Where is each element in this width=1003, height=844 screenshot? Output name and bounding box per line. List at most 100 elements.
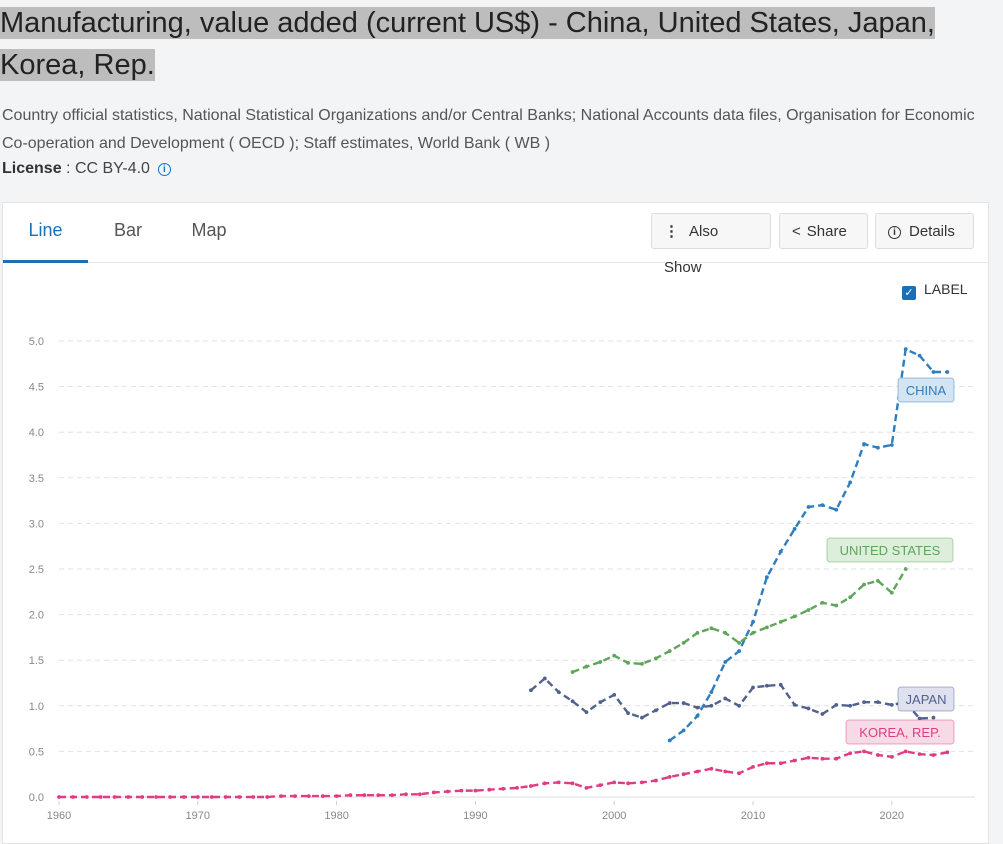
- data-point: [820, 712, 825, 716]
- y-tick-label: 1.5: [29, 655, 44, 667]
- data-point: [820, 600, 825, 605]
- data-point: [723, 769, 728, 774]
- data-point: [917, 752, 922, 757]
- data-point: [501, 786, 506, 791]
- data-point: [764, 575, 769, 580]
- data-point: [806, 755, 811, 760]
- data-point: [320, 794, 325, 798]
- data-point: [667, 701, 672, 705]
- series-label: CHINA: [906, 383, 947, 398]
- data-point: [778, 619, 783, 624]
- info-icon[interactable]: i: [157, 163, 171, 176]
- data-point: [764, 761, 769, 766]
- also-show-button[interactable]: ⋮ Also Show: [651, 213, 771, 276]
- data-point: [751, 619, 755, 624]
- data-point: [168, 795, 172, 799]
- data-point: [640, 661, 644, 666]
- data-point: [834, 603, 839, 608]
- data-point: [792, 614, 797, 619]
- y-tick-label: 0.5: [29, 746, 44, 758]
- tab-line[interactable]: Line: [3, 203, 88, 263]
- data-point: [862, 442, 866, 446]
- data-point: [848, 703, 853, 708]
- data-point: [84, 795, 89, 799]
- data-point: [848, 480, 853, 485]
- data-point: [584, 710, 589, 715]
- y-tick-label: 4.0: [29, 427, 44, 439]
- data-point: [903, 749, 908, 754]
- data-point: [529, 784, 533, 788]
- data-point: [806, 505, 811, 509]
- data-point: [876, 445, 880, 450]
- data-point: [126, 795, 131, 799]
- data-point: [778, 682, 783, 687]
- data-point: [293, 794, 297, 798]
- series-label: UNITED STATES: [840, 543, 941, 558]
- x-tick-label: 2020: [880, 810, 904, 822]
- data-point: [279, 794, 283, 798]
- y-tick-label: 4.5: [29, 382, 44, 394]
- data-point: [792, 526, 797, 531]
- label-checkbox-text: LABEL: [924, 281, 968, 297]
- x-tick-label: 2000: [602, 810, 626, 822]
- data-point: [70, 795, 75, 799]
- tab-bar[interactable]: Bar: [113, 220, 142, 240]
- series-label-box: [897, 377, 955, 403]
- data-point: [140, 795, 145, 799]
- data-point: [195, 795, 200, 799]
- data-point: [806, 608, 811, 612]
- data-point: [709, 626, 714, 631]
- data-point: [182, 795, 186, 799]
- data-point: [362, 793, 367, 798]
- data-point: [723, 696, 728, 701]
- share-icon: <: [792, 223, 801, 240]
- tab-map[interactable]: Map: [191, 220, 227, 240]
- series-label: KOREA, REP.: [859, 725, 940, 740]
- data-point: [556, 690, 561, 695]
- y-tick-label: 3.5: [29, 473, 44, 485]
- license: License : CC BY-4.0 i: [2, 160, 171, 178]
- x-tick-label: 2010: [741, 810, 765, 822]
- data-point: [98, 795, 103, 799]
- data-point: [626, 711, 630, 715]
- data-point: [542, 676, 547, 681]
- data-point: [598, 660, 603, 664]
- data-point: [626, 781, 630, 786]
- details-button[interactable]: i Details: [875, 213, 974, 249]
- data-point: [417, 792, 422, 797]
- data-point: [598, 783, 603, 788]
- x-tick-label: 1960: [47, 810, 71, 822]
- x-tick-label: 1990: [463, 810, 487, 822]
- data-point: [570, 699, 575, 704]
- data-point: [695, 769, 700, 774]
- data-point: [737, 640, 742, 645]
- y-tick-label: 0.0: [29, 792, 44, 804]
- data-point: [751, 685, 755, 690]
- data-point: [917, 716, 922, 721]
- data-point: [404, 792, 408, 797]
- data-point: [612, 692, 617, 697]
- share-button[interactable]: < Share: [779, 213, 868, 249]
- data-point: [681, 772, 686, 777]
- data-point: [265, 795, 270, 799]
- data-point: [709, 766, 714, 771]
- series-line-japan: [530, 676, 934, 720]
- data-point: [723, 660, 728, 664]
- data-point: [889, 754, 894, 759]
- data-point: [570, 781, 575, 786]
- series-label: JAPAN: [906, 692, 947, 707]
- data-point: [598, 700, 603, 705]
- label-checkbox[interactable]: ✓ LABEL: [902, 281, 968, 300]
- data-point: [862, 749, 866, 754]
- data-point: [806, 706, 811, 711]
- share-label: Share: [806, 223, 847, 240]
- y-tick-label: 2.5: [29, 564, 44, 576]
- data-point: [154, 795, 159, 799]
- series-line-united-states: [572, 568, 907, 674]
- data-point: [612, 780, 617, 785]
- license-value: : CC BY-4.0: [66, 160, 150, 177]
- data-point: [931, 753, 936, 757]
- license-label: License: [2, 160, 62, 177]
- more-vertical-icon: ⋮: [664, 223, 679, 240]
